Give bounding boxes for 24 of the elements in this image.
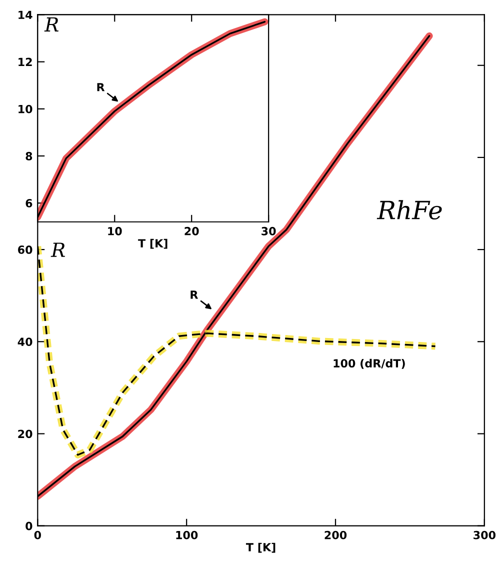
y-tick-label: 12 (18, 58, 32, 66)
y-tick-label: 60 (18, 246, 32, 254)
annotation: RhFe (376, 200, 442, 220)
x-tick-label: 10 (108, 226, 122, 236)
y-tick-label: 8 (26, 152, 32, 160)
x-tick-label: 20 (184, 226, 199, 236)
y-tick-label: 40 (18, 338, 32, 346)
y-tick-label: 6 (26, 199, 32, 208)
x-tick-label: 30 (262, 226, 276, 236)
y-axis-title: R (44, 17, 59, 32)
annotation: R (190, 290, 198, 299)
y-axis-title: R (50, 242, 65, 257)
x-axis-title: T [K] (246, 542, 276, 553)
annotation: R (97, 83, 105, 92)
x-tick-label: 0 (34, 530, 41, 540)
y-tick-label: 14 (18, 10, 32, 19)
y-tick-label: 10 (18, 104, 32, 114)
x-tick-label: 300 (474, 530, 496, 540)
annotation: 100 (dR/dT) (334, 358, 405, 369)
y-tick-label: 20 (18, 430, 32, 438)
x-tick-label: 100 (176, 530, 198, 540)
x-axis-title: T [K] (138, 238, 168, 249)
y-tick-label: 0 (26, 522, 32, 530)
x-tick-label: 200 (324, 530, 347, 540)
